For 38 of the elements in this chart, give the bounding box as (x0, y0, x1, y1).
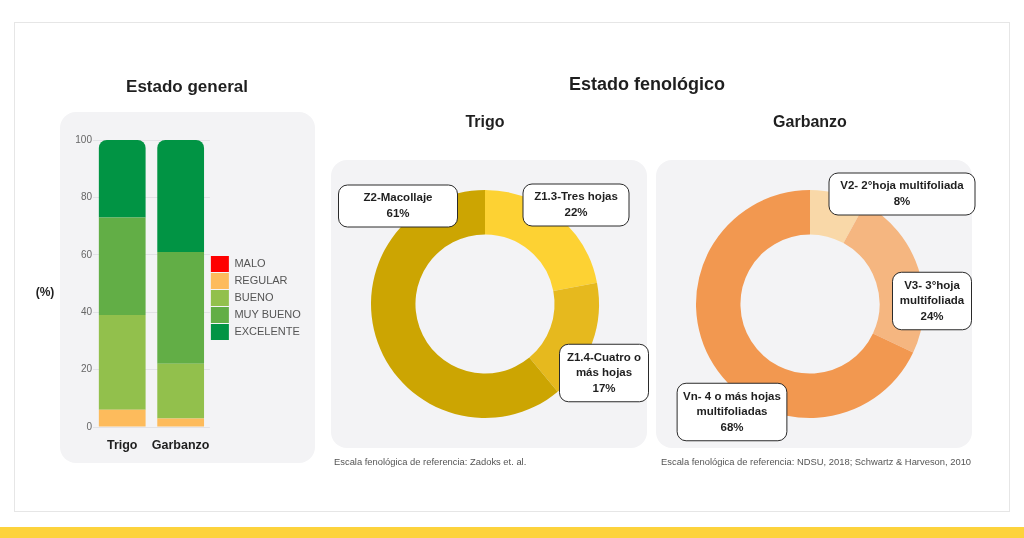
legend-label: EXCELENTE (234, 325, 300, 338)
legend-label: BUENO (234, 291, 274, 304)
slice-label: Z2-Macollaje (363, 191, 433, 204)
data-label: 8% (893, 194, 911, 207)
text: Escala fenológica de referencia: Zadoks et. al. (334, 456, 527, 468)
y-tick-label: 0 (86, 420, 93, 432)
y-axis-title: (%) (35, 285, 55, 299)
bar (157, 363, 205, 419)
data-label: 24% (920, 309, 944, 322)
bar (157, 251, 205, 364)
bar (157, 140, 205, 252)
bar (157, 418, 205, 427)
data-label: 17% (592, 381, 616, 394)
bar (98, 409, 146, 427)
slice-label: V3- 3°hoja multifoliada (899, 278, 965, 307)
y-tick-label: 40 (80, 305, 93, 317)
text: Escala fenológica de referencia: NDSU, 2018; Schwartz & Harveson, 2010 (661, 456, 972, 468)
chart-title: Estado general (126, 76, 248, 98)
y-tick-label: 100 (75, 133, 93, 145)
data-label: 61% (386, 206, 410, 219)
bar (98, 217, 146, 316)
data-label: 22% (564, 205, 588, 218)
y-tick-label: 80 (80, 191, 93, 203)
chart-subtitle: Garbanzo (773, 112, 847, 132)
legend-label: REGULAR (234, 274, 288, 287)
y-tick-label: 20 (80, 363, 93, 375)
slice-label: Z1.3-Tres hojas (534, 190, 618, 203)
y-tick-label: 60 (80, 248, 93, 260)
chart-subtitle: Trigo (465, 112, 505, 132)
slice-label: Vn- 4 o más hojas multifoliadas (683, 389, 781, 418)
bar (98, 140, 146, 218)
chart-title: Estado fenológico (568, 73, 726, 95)
slice-label: Z1.4-Cuatro o más hojas (566, 350, 642, 379)
legend-label: MUY BUENO (234, 308, 302, 321)
slice-label: V2- 2°hoja multifoliada (840, 179, 965, 192)
data-label: 68% (720, 420, 744, 433)
legend-label: MALO (234, 257, 266, 270)
bar (98, 315, 146, 410)
